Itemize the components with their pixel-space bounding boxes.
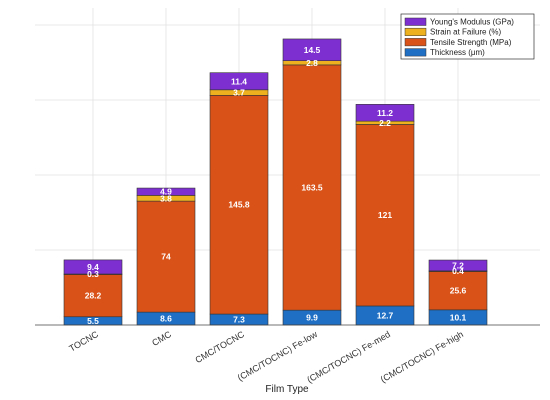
- legend: Young's Modulus (GPa)Strain at Failure (…: [400, 13, 535, 60]
- segment-labels: 5.5 28.2 0.39.4 8.6 74 3.84.9 7.3 145.8 3.7 11.4 9…: [85, 45, 467, 326]
- data-label: 9.4: [87, 262, 99, 272]
- legend-label: Young's Modulus (GPa): [430, 18, 514, 27]
- bars: [63, 38, 488, 326]
- data-label: 163.5: [301, 183, 323, 193]
- data-label: 8.6: [160, 314, 172, 324]
- data-label: 0.4: [452, 266, 464, 276]
- data-label: 5.5: [87, 316, 99, 326]
- data-label: 11.2: [377, 108, 393, 118]
- x-tick-labels: TOCNC CMC CMC/TOCNC(CMC/TOCNC) Fe-low(CMC/…: [67, 329, 465, 385]
- bar-segment: [209, 95, 269, 315]
- legend-swatch: [404, 27, 427, 36]
- data-label: 25.6: [450, 286, 467, 296]
- data-label: 0.3: [87, 269, 99, 279]
- legend-label: Thickness (μm): [430, 48, 485, 57]
- data-label: 7.3: [233, 315, 245, 325]
- x-tick-label: CMC: [150, 329, 173, 348]
- data-label: 145.8: [228, 200, 250, 210]
- data-label: 3.8: [160, 193, 172, 203]
- data-label: 9.9: [306, 313, 318, 323]
- data-label: 74: [161, 252, 171, 262]
- legend-swatch: [404, 38, 427, 47]
- data-label: 28.2: [85, 291, 102, 301]
- data-label: 7.2: [452, 260, 464, 270]
- x-axis-title: Film Type: [265, 384, 309, 395]
- data-label: 2.8: [306, 58, 318, 68]
- data-label: 12.7: [377, 310, 394, 320]
- x-tick-label: TOCNC: [67, 329, 100, 354]
- data-label: 4.9: [160, 187, 172, 197]
- data-label: 14.5: [304, 45, 321, 55]
- data-label: 10.1: [450, 312, 467, 322]
- bar-segment: [209, 72, 269, 91]
- bar-segment: [355, 104, 415, 122]
- bar-segment: [63, 274, 123, 318]
- data-label: 3.7: [233, 88, 245, 98]
- bar-segment: [282, 38, 342, 62]
- x-tick-label: CMC/TOCNC: [194, 329, 247, 365]
- bar-segment: [428, 259, 488, 272]
- bar-segment: [355, 124, 415, 307]
- legend-label: Tensile Strength (MPa): [430, 38, 512, 47]
- legend-swatch: [404, 48, 427, 57]
- bar-segment: [63, 259, 123, 275]
- legend-label: Strain at Failure (%): [430, 28, 501, 37]
- legend-swatch: [404, 17, 427, 26]
- bar-segment: [428, 271, 488, 311]
- data-label: 2.2: [379, 118, 391, 128]
- data-label: 121: [378, 210, 392, 220]
- bar-segment: [136, 187, 196, 196]
- bar-segment: [282, 64, 342, 311]
- data-label: 11.4: [231, 76, 247, 86]
